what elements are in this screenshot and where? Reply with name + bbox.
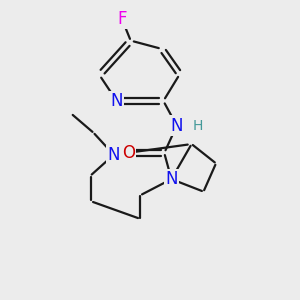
Text: N: N	[165, 170, 178, 188]
Text: N: N	[110, 92, 123, 110]
Text: H: H	[193, 118, 203, 133]
Text: N: N	[107, 146, 120, 164]
Text: F: F	[117, 10, 127, 28]
Text: N: N	[170, 117, 183, 135]
Text: O: O	[122, 144, 135, 162]
